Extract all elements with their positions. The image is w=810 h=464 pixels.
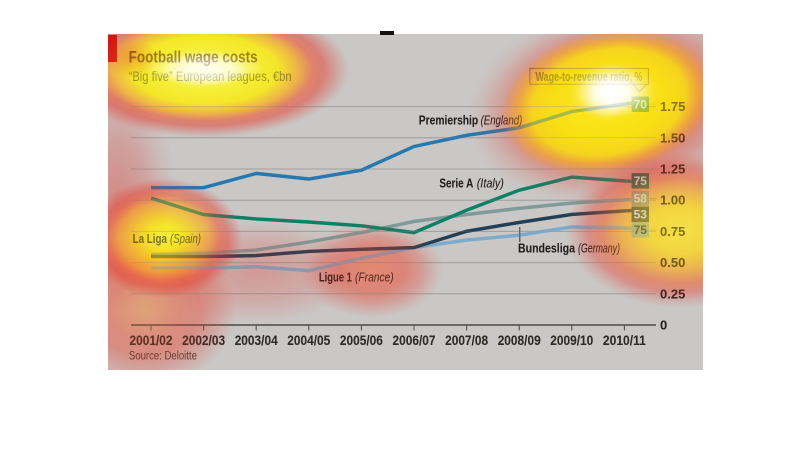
svg-text:Source: Deloitte: Source: Deloitte bbox=[129, 351, 197, 363]
svg-text:2006/07: 2006/07 bbox=[393, 333, 436, 348]
svg-text:1.50: 1.50 bbox=[660, 130, 685, 145]
svg-text:Serie A: Serie A bbox=[439, 177, 473, 191]
svg-text:1.75: 1.75 bbox=[660, 99, 685, 114]
svg-text:2009/10: 2009/10 bbox=[550, 333, 593, 348]
svg-text:53: 53 bbox=[634, 208, 648, 222]
svg-text:2008/09: 2008/09 bbox=[498, 333, 541, 348]
svg-text:2010/11: 2010/11 bbox=[603, 333, 646, 348]
svg-text:0.25: 0.25 bbox=[660, 286, 685, 301]
svg-text:0.50: 0.50 bbox=[660, 255, 685, 270]
svg-text:1.00: 1.00 bbox=[660, 193, 685, 208]
svg-text:Ligue 1: Ligue 1 bbox=[319, 271, 352, 285]
svg-text:58: 58 bbox=[634, 192, 648, 206]
svg-text:(Germany): (Germany) bbox=[578, 242, 620, 256]
svg-text:0.75: 0.75 bbox=[660, 224, 685, 239]
svg-text:(Italy): (Italy) bbox=[477, 177, 504, 191]
svg-text:2004/05: 2004/05 bbox=[287, 333, 330, 348]
svg-text:(France): (France) bbox=[355, 271, 394, 285]
svg-text:2002/03: 2002/03 bbox=[182, 333, 225, 348]
svg-text:2003/04: 2003/04 bbox=[235, 333, 278, 348]
svg-text:2007/08: 2007/08 bbox=[445, 333, 488, 348]
svg-text:2005/06: 2005/06 bbox=[340, 333, 383, 348]
svg-text:0: 0 bbox=[660, 318, 667, 333]
svg-text:(England): (England) bbox=[481, 113, 523, 127]
svg-text:2001/02: 2001/02 bbox=[130, 333, 173, 348]
svg-text:Bundesliga: Bundesliga bbox=[518, 242, 576, 256]
svg-text:75: 75 bbox=[634, 174, 648, 188]
svg-text:(Spain): (Spain) bbox=[170, 232, 201, 246]
svg-text:Premiership: Premiership bbox=[419, 113, 479, 127]
svg-text:75: 75 bbox=[634, 223, 648, 237]
svg-text:1.25: 1.25 bbox=[660, 162, 685, 177]
svg-text:La Liga: La Liga bbox=[133, 232, 168, 246]
